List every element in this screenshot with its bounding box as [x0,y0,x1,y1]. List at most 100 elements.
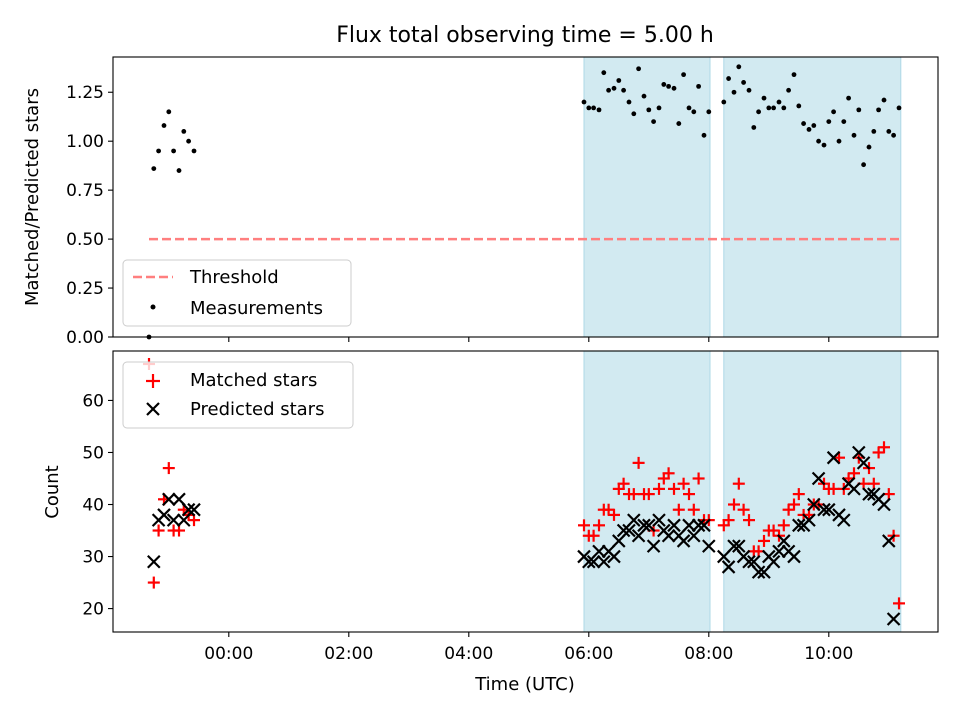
predicted-star-marker [702,539,716,553]
matched-star-marker [893,597,905,610]
predicted-star-marker [691,518,706,533]
measurement-point [741,80,746,85]
measurement-point [676,121,682,126]
bottom-shaded-regions [583,350,902,633]
measurement-point [766,105,772,111]
measurement-point [726,76,731,81]
measurement-point [856,107,862,113]
measurement-point [646,107,652,113]
measurement-point [186,138,192,144]
matched-star-marker [732,477,745,490]
predicted-star-marker [757,565,771,579]
measurement-point [636,66,641,72]
top-y-tick-label: 0.50 [66,230,104,250]
bottom-y-tick-label: 40 [82,496,104,516]
measurement-point [831,109,836,115]
x-axis-label: Time (UTC) [474,674,575,695]
measurement-point [156,148,162,154]
bottom-x-tick-label: 06:00 [564,644,613,664]
top-y-tick-label: 1.25 [66,83,104,103]
top-y-axis-label: Matched/Predicted stars [22,88,43,306]
measurement-point [751,125,757,130]
matched-star-marker [872,446,885,459]
bottom-y-tick-label: 60 [82,391,104,411]
predicted-star-marker [811,471,826,486]
top-y-axis-ticks: 0.00 0.25 0.50 0.75 1.00 1.25 [66,83,113,348]
top-y-tick-label: 0.00 [66,328,104,348]
measurement-point [841,119,847,125]
predicted-star-marker [627,513,641,527]
matched-star-marker [147,576,160,589]
predicted-star-marker [817,502,831,517]
bottom-x-tick-label: 04:00 [444,644,493,664]
predicted-star-marker [187,502,201,517]
predicted-star-marker [837,513,851,527]
matched-star-marker [782,503,795,516]
bottom-shaded-interval-1 [723,350,902,633]
measurement-point [881,97,887,103]
matched-star-marker [642,488,655,501]
predicted-star-marker [592,544,606,559]
measurement-point [891,132,896,138]
legend-matched-swatch [146,374,160,388]
predicted-star-marker [727,539,741,553]
measurement-point [696,83,701,89]
measurement-point [596,107,602,113]
bottom-y-axis-ticks: 20 30 40 50 60 [82,391,113,620]
predicted-star-marker [742,554,756,569]
measurement-point [706,109,712,115]
predicted-star-marker [642,518,656,533]
legend-matched-label: Matched stars [190,370,317,391]
matched-star-marker [672,503,685,516]
predicted-star-marker [586,554,601,569]
top-y-tick-label: 1.00 [66,132,104,152]
measurement-point [746,87,752,93]
matched-star-marker [758,534,770,547]
bottom-y-tick-label: 50 [82,443,104,463]
measurement-point [691,109,697,115]
predicted-star-marker [717,549,731,564]
measurement-point [151,166,157,172]
bottom-axes-frame [112,350,939,633]
bottom-shaded-interval-0 [583,350,711,633]
matched-star-marker [668,482,680,495]
predicted-star-marker [631,528,646,543]
measurement-point [601,70,607,76]
matched-star-marker [608,508,620,521]
top-panel: 0.00 0.25 0.50 0.75 1.00 1.25 Matched/Predict… [22,56,939,348]
measurement-point [611,85,617,91]
predicted-star-marker [822,502,836,517]
measurement-point [736,64,742,70]
predicted-star-marker [637,518,651,533]
measurement-point [796,103,802,109]
predicted-star-marker [597,554,611,569]
predicted-star-marker [682,518,696,533]
measurement-point [681,72,686,78]
matched-star-marker [867,477,880,490]
predicted-star-marker [777,534,791,548]
bottom-y-tick-label: 20 [82,600,104,620]
predicted-star-marker [687,528,701,543]
legend-measurements-swatch [150,304,156,310]
legend-predicted-label: Predicted stars [190,399,324,420]
predicted-star-marker [766,554,781,569]
matched-star-marker [767,524,780,537]
predicted-star-marker [667,518,681,533]
measurement-point [626,99,632,105]
top-legend: Threshold Measurements [122,259,352,327]
measurement-point [651,119,656,125]
predicted-star-marker [882,534,896,548]
matched-star-marker [627,488,640,501]
matched-star-marker [152,524,165,537]
top-shaded-regions [583,56,902,338]
predicted-star-marker [747,554,761,569]
measurement-point [851,132,857,138]
matched-star-marker [632,456,645,469]
measurement-point [721,99,727,105]
bottom-x-tick-label: 08:00 [684,644,733,664]
predicted-star-marker [622,523,636,538]
measurement-point [791,72,797,78]
matched-star-marker [683,488,695,501]
matched-star-marker [593,519,605,532]
predicted-stars-points [147,445,901,626]
